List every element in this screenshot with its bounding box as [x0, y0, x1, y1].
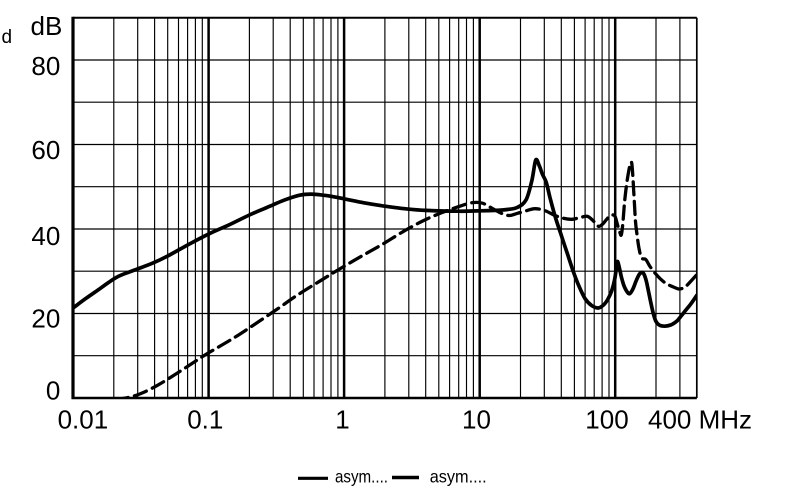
svg-text:d: d — [2, 27, 13, 48]
svg-text:0.01: 0.01 — [58, 405, 109, 435]
svg-text:dB: dB — [31, 11, 63, 41]
svg-text:0: 0 — [46, 376, 60, 406]
svg-text:80: 80 — [31, 51, 60, 81]
svg-text:0.1: 0.1 — [187, 405, 223, 435]
svg-text:400 MHz: 400 MHz — [648, 405, 752, 435]
svg-text:asym....: asym.... — [335, 467, 388, 487]
svg-text:40: 40 — [31, 221, 60, 251]
svg-text:60: 60 — [31, 135, 60, 165]
svg-text:100: 100 — [585, 405, 628, 435]
svg-text:10: 10 — [462, 405, 491, 435]
svg-text:asym....: asym.... — [430, 467, 487, 487]
svg-text:20: 20 — [31, 304, 60, 334]
svg-text:1: 1 — [335, 405, 349, 435]
